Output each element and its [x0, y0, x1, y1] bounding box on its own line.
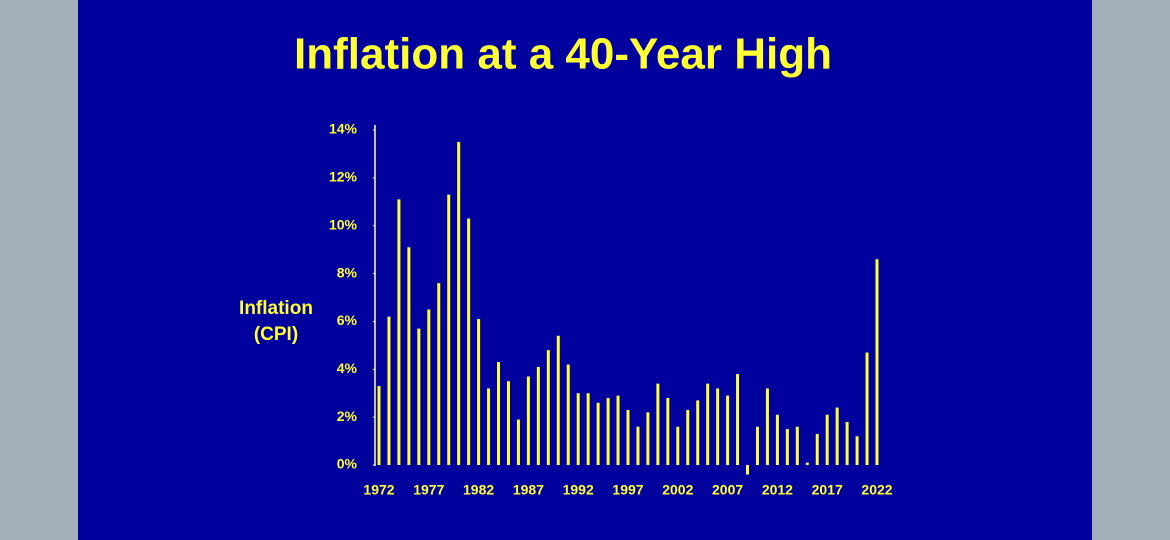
- bar: [387, 316, 391, 465]
- bar: [516, 419, 520, 465]
- y-axis-label: (CPI): [254, 324, 298, 345]
- bar: [606, 398, 610, 465]
- bar: [676, 426, 680, 465]
- bar: [845, 421, 849, 465]
- x-tick-label: 1977: [413, 482, 444, 498]
- bar: [586, 393, 590, 465]
- bar: [775, 414, 779, 465]
- bar: [506, 381, 510, 465]
- bar: [556, 335, 560, 465]
- bar: [825, 414, 829, 465]
- bar: [457, 141, 461, 465]
- bar: [616, 395, 620, 465]
- bar: [596, 402, 600, 465]
- bar: [407, 247, 411, 465]
- bar: [755, 426, 759, 465]
- x-tick-label: 1972: [363, 482, 394, 498]
- bar: [875, 259, 879, 465]
- chart-title: Inflation at a 40-Year High: [294, 30, 832, 79]
- bar: [855, 436, 859, 465]
- x-tick-label: 1982: [463, 482, 494, 498]
- bar: [377, 386, 381, 465]
- y-tick-label: 14%: [329, 121, 358, 137]
- bar: [666, 398, 670, 465]
- bar: [765, 388, 769, 465]
- bar: [536, 366, 540, 465]
- bar: [646, 412, 650, 465]
- y-tick-label: 12%: [329, 169, 358, 185]
- y-tick-label: 8%: [337, 264, 358, 280]
- bar: [785, 429, 789, 465]
- bar: [656, 383, 660, 465]
- bar: [576, 393, 580, 465]
- bar: [427, 309, 431, 465]
- bar: [497, 362, 501, 465]
- bar: [835, 407, 839, 465]
- bar: [805, 462, 809, 465]
- y-tick-label: 10%: [329, 216, 358, 232]
- x-tick-label: 1987: [513, 482, 544, 498]
- x-tick-label: 1997: [612, 482, 643, 498]
- bar: [467, 218, 471, 465]
- x-tick-label: 2022: [861, 482, 892, 498]
- bar: [626, 409, 630, 465]
- bar: [795, 426, 799, 465]
- y-tick-label: 2%: [337, 408, 358, 424]
- bar: [566, 364, 570, 465]
- bar: [726, 395, 730, 465]
- bar: [477, 319, 481, 465]
- x-tick-label: 2002: [662, 482, 693, 498]
- y-tick-label: 4%: [337, 360, 358, 376]
- bar: [526, 376, 530, 465]
- y-tick-label: 6%: [337, 312, 358, 328]
- bar: [437, 283, 441, 465]
- bar: [686, 409, 690, 465]
- x-tick-label: 1992: [563, 482, 594, 498]
- bar: [397, 199, 401, 465]
- x-tick-label: 2012: [762, 482, 793, 498]
- bar: [447, 194, 451, 465]
- y-tick-label: 0%: [337, 456, 358, 472]
- bar: [417, 328, 421, 465]
- bar: [706, 383, 710, 465]
- bar: [746, 465, 750, 475]
- x-tick-label: 2017: [812, 482, 843, 498]
- bar: [636, 426, 640, 465]
- bar: [696, 400, 700, 465]
- bar: [736, 374, 740, 465]
- slide-background: [78, 0, 1092, 540]
- bar: [815, 433, 819, 465]
- bar: [865, 352, 869, 465]
- bar: [487, 388, 491, 465]
- bar: [716, 388, 720, 465]
- y-axis-label: Inflation: [239, 298, 313, 319]
- x-tick-label: 2007: [712, 482, 743, 498]
- bar: [546, 350, 550, 465]
